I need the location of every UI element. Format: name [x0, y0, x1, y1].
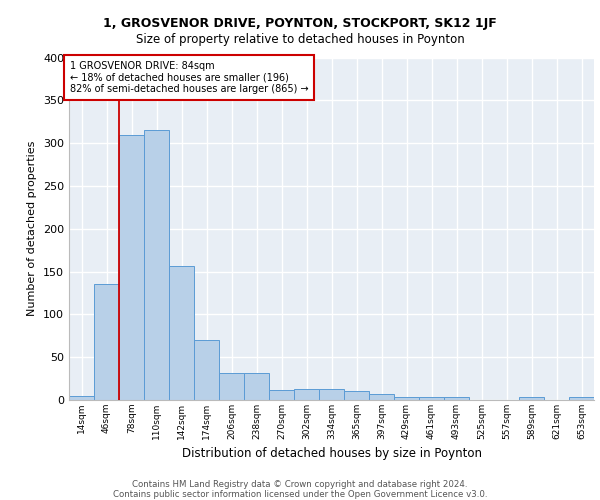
Text: 1 GROSVENOR DRIVE: 84sqm
← 18% of detached houses are smaller (196)
82% of semi-: 1 GROSVENOR DRIVE: 84sqm ← 18% of detach…: [70, 61, 308, 94]
Bar: [569, 398, 594, 400]
Bar: [119, 134, 144, 400]
Bar: [444, 398, 469, 400]
Bar: [169, 266, 194, 400]
Text: Contains public sector information licensed under the Open Government Licence v3: Contains public sector information licen…: [113, 490, 487, 499]
Bar: [69, 396, 94, 400]
Bar: [219, 374, 244, 400]
Bar: [369, 394, 394, 400]
Bar: [419, 396, 444, 400]
Bar: [519, 398, 544, 400]
Text: Size of property relative to detached houses in Poynton: Size of property relative to detached ho…: [136, 32, 464, 46]
Bar: [394, 396, 419, 400]
Bar: [344, 392, 369, 400]
Bar: [194, 340, 219, 400]
Bar: [294, 389, 319, 400]
Bar: [244, 374, 269, 400]
Bar: [269, 390, 294, 400]
Bar: [144, 130, 169, 400]
Text: 1, GROSVENOR DRIVE, POYNTON, STOCKPORT, SK12 1JF: 1, GROSVENOR DRIVE, POYNTON, STOCKPORT, …: [103, 18, 497, 30]
Bar: [94, 284, 119, 400]
Text: Contains HM Land Registry data © Crown copyright and database right 2024.: Contains HM Land Registry data © Crown c…: [132, 480, 468, 489]
X-axis label: Distribution of detached houses by size in Poynton: Distribution of detached houses by size …: [182, 448, 482, 460]
Bar: [319, 389, 344, 400]
Y-axis label: Number of detached properties: Number of detached properties: [28, 141, 37, 316]
